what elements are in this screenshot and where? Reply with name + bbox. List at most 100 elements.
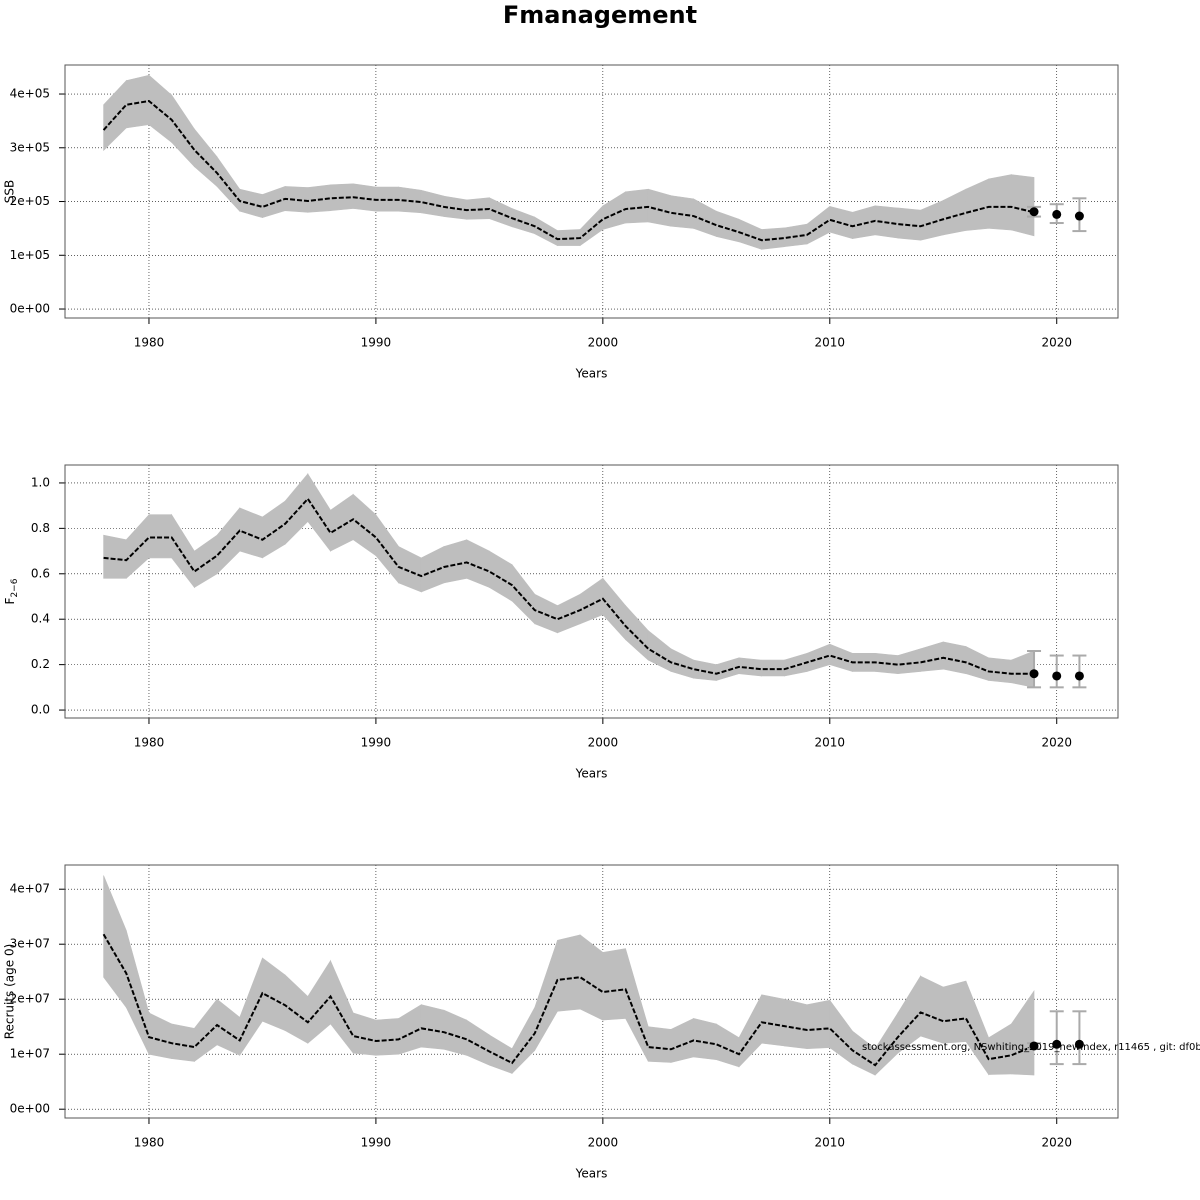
estimate-line	[102, 99, 1035, 242]
confidence-band	[375, 1018, 399, 1056]
confidence-band	[148, 514, 172, 559]
confidence-band	[897, 648, 921, 675]
y-tick-label: 3e+07	[10, 937, 50, 951]
confidence-band	[738, 994, 763, 1068]
forecast-point	[1052, 671, 1062, 681]
y-tick-label: 0.2	[31, 657, 50, 671]
confidence-band	[284, 473, 309, 545]
confidence-band	[239, 957, 263, 1057]
x-axis-label: Years	[575, 1167, 608, 1181]
y-tick-label: 0e+00	[10, 302, 50, 316]
confidence-band	[148, 1012, 172, 1059]
y-tick-label: 0e+00	[10, 1102, 50, 1116]
confidence-band	[511, 1007, 536, 1075]
confidence-band	[942, 641, 967, 675]
confidence-band	[557, 934, 581, 1012]
y-tick-label: 4e+05	[10, 87, 50, 101]
confidence-band	[511, 208, 536, 235]
confidence-band	[988, 174, 1012, 231]
confidence-band	[216, 155, 241, 212]
confidence-band	[716, 657, 740, 681]
y-tick-label: 0.4	[31, 612, 50, 626]
y-tick-label: 2e+05	[10, 194, 50, 208]
y-tick-label: 2e+07	[10, 992, 50, 1006]
confidence-band	[920, 975, 944, 1044]
confidence-band	[806, 205, 831, 245]
x-tick-label: 1980	[134, 1136, 165, 1150]
confidence-band	[1011, 989, 1035, 1076]
confidence-band	[171, 1023, 195, 1062]
confidence-band	[443, 1009, 467, 1056]
confidence-band	[625, 604, 649, 661]
y-axis-label: Recruits (age 0)	[3, 944, 17, 1040]
confidence-band	[148, 74, 172, 144]
x-tick-label: 2010	[815, 1136, 846, 1150]
x-tick-label: 1990	[361, 336, 392, 350]
confidence-band	[511, 563, 536, 625]
confidence-band	[988, 657, 1012, 684]
estimate-line	[102, 933, 1035, 1067]
confidence-band	[307, 959, 331, 1044]
forecast-point	[1052, 1039, 1062, 1049]
forecast-point	[1074, 211, 1084, 221]
confidence-band	[557, 593, 581, 634]
confidence-band	[284, 974, 309, 1044]
y-axis-label: F2−6	[3, 578, 20, 604]
confidence-band	[125, 930, 150, 1055]
forecast-point	[1074, 1039, 1084, 1049]
confidence-band	[920, 641, 944, 672]
y-tick-label: 1e+05	[10, 248, 50, 262]
confidence-band	[330, 493, 354, 552]
forecast-point	[1029, 207, 1039, 217]
y-axis-label-subscript: 2−6	[10, 578, 20, 597]
confidence-band	[194, 534, 218, 588]
confidence-band	[784, 652, 808, 677]
y-axis-label: SSB	[3, 180, 17, 203]
confidence-band	[352, 1012, 377, 1056]
plot-frame	[64, 64, 1119, 319]
confidence-band	[761, 994, 785, 1047]
forecast-point	[1074, 671, 1084, 681]
confidence-band	[579, 205, 604, 247]
confidence-band	[647, 1026, 672, 1063]
confidence-band	[806, 999, 831, 1050]
confidence-band	[784, 998, 808, 1050]
x-tick-label: 1980	[134, 736, 165, 750]
confidence-band	[670, 1017, 694, 1063]
confidence-band	[216, 507, 241, 575]
confidence-band	[307, 472, 331, 552]
y-tick-label: 3e+05	[10, 140, 50, 154]
plot-frame	[64, 864, 1119, 1119]
x-tick-label: 2020	[1041, 336, 1072, 350]
confidence-band	[194, 128, 218, 188]
x-tick-label: 2000	[588, 1136, 619, 1150]
y-tick-label: 0.8	[31, 521, 50, 535]
y-tick-label: 0.6	[31, 566, 50, 580]
x-tick-label: 1990	[361, 736, 392, 750]
confidence-band	[806, 643, 831, 672]
confidence-band	[216, 998, 241, 1056]
confidence-band	[942, 188, 967, 236]
x-axis-label: Years	[575, 767, 608, 781]
confidence-band	[171, 513, 195, 589]
x-axis-label: Years	[575, 367, 608, 381]
confidence-band	[194, 998, 218, 1062]
x-tick-label: 2020	[1041, 1136, 1072, 1150]
confidence-band	[579, 934, 604, 1021]
confidence-band	[965, 178, 989, 231]
confidence-band	[829, 643, 853, 672]
confidence-band	[330, 960, 354, 1054]
confidence-band	[534, 593, 558, 634]
forecast-point	[1052, 209, 1062, 219]
confidence-band	[375, 513, 399, 584]
confidence-band	[693, 1018, 717, 1061]
confidence-band	[103, 79, 127, 152]
confidence-band	[625, 948, 649, 1062]
confidence-band	[602, 577, 626, 641]
confidence-band	[602, 191, 626, 230]
confidence-band	[1011, 174, 1035, 237]
confidence-band	[489, 550, 513, 602]
x-tick-label: 1990	[361, 1136, 392, 1150]
y-tick-label: 1.0	[31, 475, 50, 489]
